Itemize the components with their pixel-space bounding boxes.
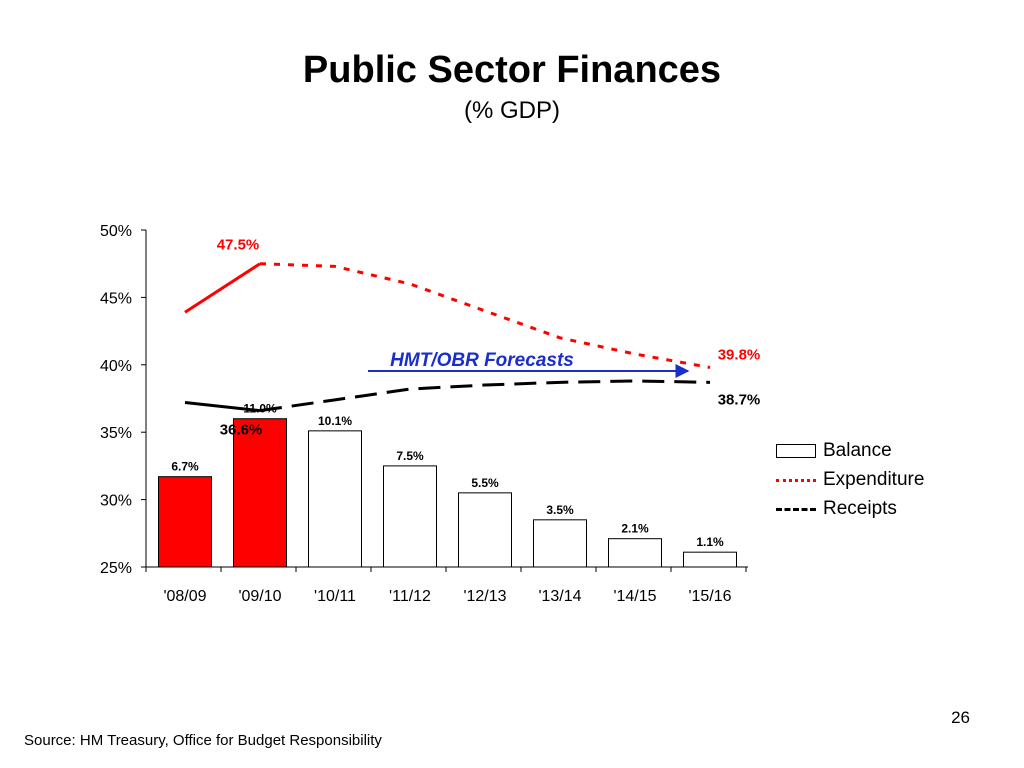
legend-item-receipts: Receipts	[776, 494, 976, 523]
receipts-forecast-line	[259, 379, 711, 413]
bar-balance	[683, 551, 737, 568]
bar-balance	[533, 519, 587, 568]
expenditure-actual-line	[184, 262, 261, 314]
bar-value-label: 7.5%	[396, 449, 424, 463]
bar-balance	[458, 492, 512, 568]
bar-value-label: 3.5%	[546, 503, 574, 517]
axes: 25% 30% 35% 40% 45% 50% '08/09 '09/10 '10/11 '11/…	[100, 223, 748, 605]
x-tick-label: '12/13	[463, 588, 506, 605]
bar-value-label: 10.1%	[318, 414, 352, 428]
chart-subtitle: (% GDP)	[464, 97, 560, 124]
x-tick-label: '15/16	[688, 588, 731, 605]
chart-legend: Balance Expenditure Receipts	[776, 436, 976, 523]
annotation-expenditure-end: 39.8%	[718, 346, 761, 363]
bar-value-label: 11.0%	[243, 402, 277, 416]
legend-key-balance	[776, 443, 816, 458]
receipts-actual-line	[184, 401, 261, 413]
balance-bars	[158, 418, 737, 568]
y-tick-label: 30%	[100, 493, 132, 510]
bar-value-label: 1.1%	[696, 535, 724, 549]
x-tick-label: '14/15	[613, 588, 656, 605]
x-tick-label: '09/10	[238, 588, 281, 605]
x-tick-label: '13/14	[538, 588, 581, 605]
bar-value-label: 5.5%	[471, 476, 499, 490]
y-tick-label: 25%	[100, 560, 132, 577]
page-number: 26	[951, 708, 970, 727]
bar-balance	[158, 476, 212, 568]
bar-balance	[233, 418, 287, 568]
bar-balance	[383, 465, 437, 568]
series-lines	[184, 262, 711, 413]
x-tick-label: '08/09	[163, 588, 206, 605]
chart-title: Public Sector Finances	[302, 49, 722, 91]
legend-label-receipts: Receipts	[823, 497, 897, 519]
annotation-expenditure-peak: 47.5%	[217, 237, 260, 254]
y-tick-label: 45%	[100, 290, 132, 307]
y-tick-label: 50%	[100, 223, 132, 240]
legend-key-expenditure	[776, 473, 816, 487]
bar-value-label: 6.7%	[171, 460, 199, 474]
y-tick-label: 40%	[100, 358, 132, 375]
legend-item-expenditure: Expenditure	[776, 465, 976, 494]
x-tick-label: '10/11	[314, 588, 356, 605]
y-tick-label: 35%	[100, 425, 132, 442]
source-note: Source: HM Treasury, Office for Budget R…	[24, 732, 382, 749]
legend-key-receipts	[776, 502, 816, 516]
annotation-receipts-low: 36.6%	[220, 422, 263, 439]
x-tick-label: '11/12	[389, 588, 431, 605]
bar-balance	[308, 430, 362, 568]
bar-balance	[608, 538, 662, 568]
data-labels: 6.7% 11.0% 10.1% 7.5% 5.5% 3.5% 2.1% 1.1% 47.5% 3…	[171, 237, 760, 549]
forecast-label: HMT/OBR Forecasts	[390, 350, 574, 371]
legend-item-balance: Balance	[776, 436, 976, 465]
legend-label-expenditure: Expenditure	[823, 468, 925, 490]
bar-value-label: 2.1%	[621, 522, 649, 536]
legend-label-balance: Balance	[823, 439, 892, 461]
annotation-receipts-end: 38.7%	[718, 391, 761, 408]
